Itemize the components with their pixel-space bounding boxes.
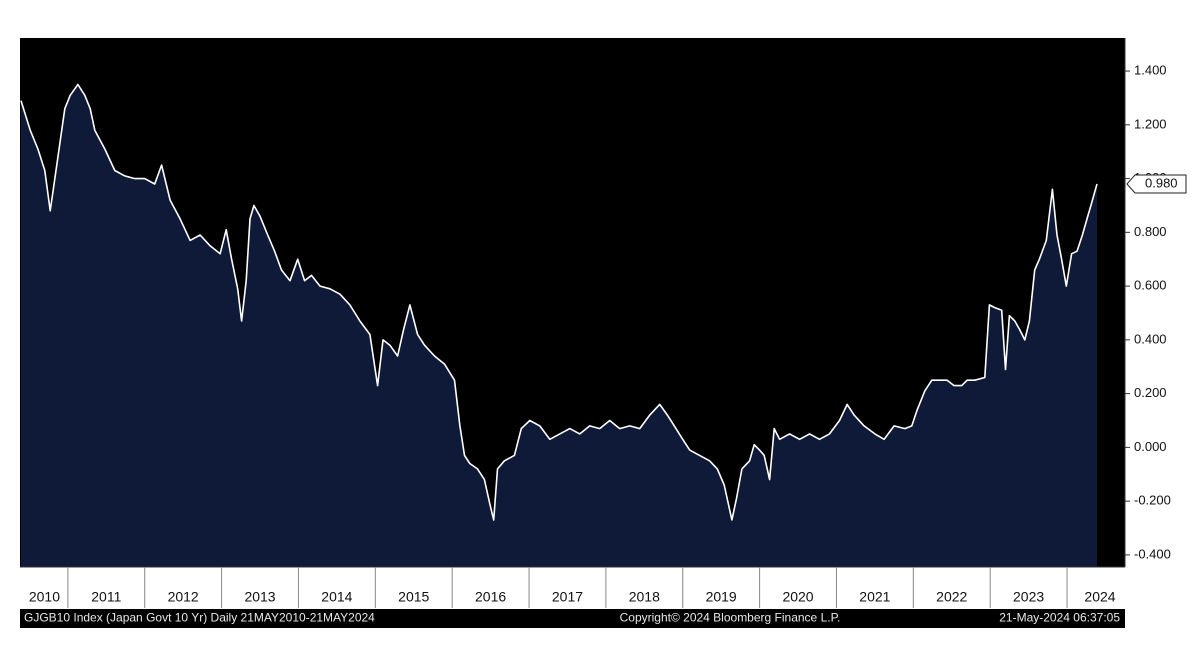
x-tick-label: 2013 xyxy=(244,589,275,605)
y-tick-label: -0.200 xyxy=(1134,493,1171,508)
y-tick-label: 0.000 xyxy=(1134,439,1167,454)
x-tick-label: 2020 xyxy=(782,589,813,605)
x-tick-label: 2018 xyxy=(629,589,660,605)
x-tick-label: 2024 xyxy=(1084,589,1115,605)
y-tick-label: 0.800 xyxy=(1134,224,1167,239)
y-tick-label: 0.400 xyxy=(1134,331,1167,346)
x-tick-label: 2012 xyxy=(168,589,199,605)
y-tick-label: -0.400 xyxy=(1134,546,1171,561)
x-tick-label: 2015 xyxy=(398,589,429,605)
y-tick-label: 0.600 xyxy=(1134,278,1167,293)
y-tick-label: 1.400 xyxy=(1134,63,1167,78)
x-tick-label: 2010 xyxy=(29,589,60,605)
x-tick-label: 2011 xyxy=(91,589,121,605)
y-tick-label: 1.200 xyxy=(1134,116,1167,131)
x-tick-label: 2021 xyxy=(859,589,890,605)
line xyxy=(20,83,1098,521)
x-tick-label: 2016 xyxy=(475,589,506,605)
x-tick-label: 2022 xyxy=(936,589,967,605)
x-tick-label: 2014 xyxy=(321,589,352,605)
last-value-box xyxy=(1126,174,1187,194)
area xyxy=(21,84,1097,567)
footer-bar xyxy=(20,609,1125,628)
x-tick-label: 2017 xyxy=(552,589,583,605)
x-tick-label: 2019 xyxy=(706,589,737,605)
x-tick-label: 2023 xyxy=(1013,589,1044,605)
footer-right: 21-May-2024 06:37:05 xyxy=(999,611,1120,625)
footer-left: GJGB10 Index (Japan Govt 10 Yr) Daily 21… xyxy=(24,611,375,625)
last-value-label: 0.980 xyxy=(1145,175,1178,190)
y-tick-label: 0.200 xyxy=(1134,385,1167,400)
footer-center: Copyright© 2024 Bloomberg Finance L.P. xyxy=(620,611,841,625)
